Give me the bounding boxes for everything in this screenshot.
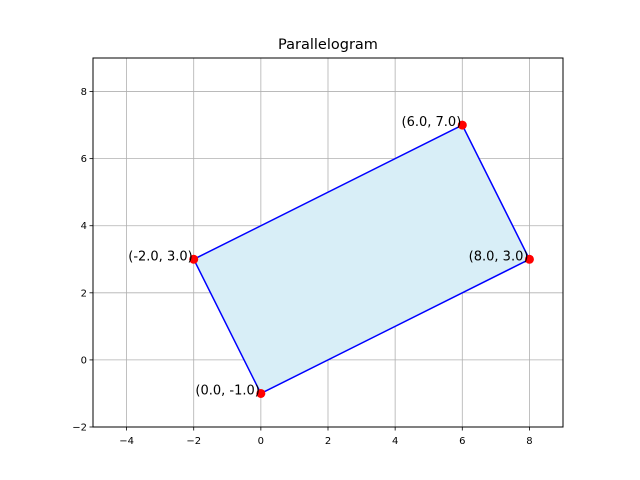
y-tick-label: 6 [81, 154, 87, 165]
vertex-label: (8.0, 3.0) [469, 249, 529, 264]
vertex-point [256, 388, 266, 398]
y-tick-label: 2 [81, 288, 87, 299]
vertex-point [189, 254, 199, 264]
chart-title: Parallelogram [278, 37, 378, 53]
vertex-labels: (0.0, -1.0) (8.0, 3.0) (6.0, 7.0) (-2.0, 3.… [128, 115, 528, 398]
vertex-label: (-2.0, 3.0) [128, 249, 192, 264]
vertex-point [457, 120, 467, 130]
x-tick-label: 2 [325, 436, 331, 447]
x-tick-label: 4 [392, 436, 398, 447]
x-tick-label: −2 [186, 436, 201, 447]
vertex-label: (0.0, -1.0) [195, 383, 259, 398]
y-tick-label: −2 [72, 423, 87, 434]
x-tick-label: 0 [258, 436, 264, 447]
vertex-point [524, 254, 534, 264]
x-tick-label: 6 [459, 436, 465, 447]
x-tick-label: −4 [119, 436, 134, 447]
x-tick-label: 8 [526, 436, 532, 447]
y-tick-label: 8 [81, 87, 87, 98]
y-tick-label: 0 [81, 355, 87, 366]
y-tick-label: 4 [81, 221, 87, 232]
vertex-points [189, 120, 534, 398]
axis-ticks: −4 −2 0 2 4 6 8 −2 0 2 4 6 8 [72, 87, 532, 447]
vertex-label: (6.0, 7.0) [402, 115, 462, 130]
